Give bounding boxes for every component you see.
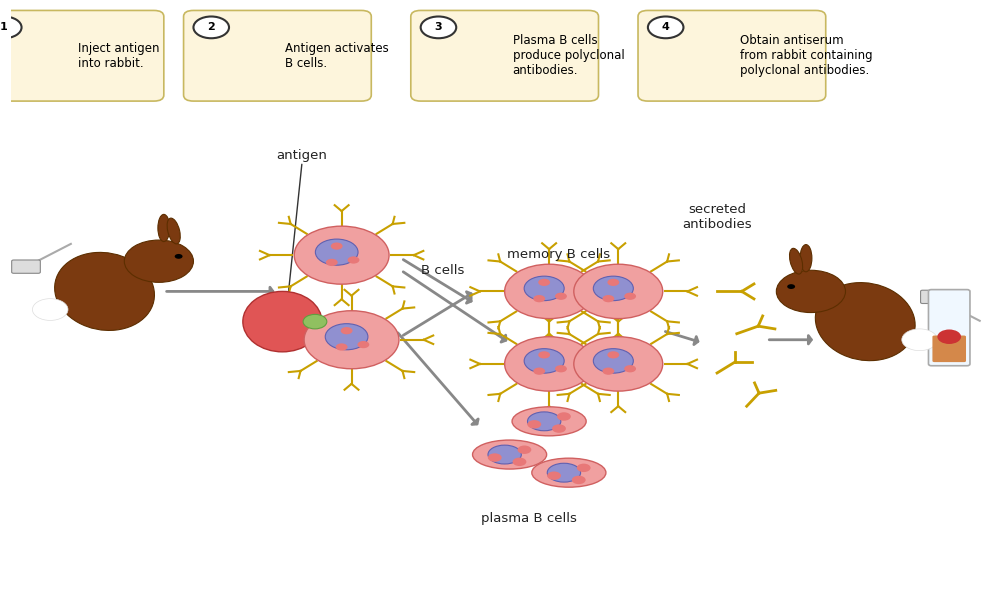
Text: B cells: B cells — [421, 264, 464, 277]
Circle shape — [524, 276, 564, 300]
Ellipse shape — [800, 245, 812, 272]
Circle shape — [555, 365, 567, 372]
Circle shape — [602, 295, 614, 302]
Ellipse shape — [527, 412, 561, 431]
Circle shape — [533, 295, 545, 302]
Text: secreted
antibodies: secreted antibodies — [682, 203, 752, 231]
Circle shape — [552, 424, 566, 433]
Circle shape — [937, 330, 961, 344]
Circle shape — [547, 472, 561, 480]
Circle shape — [574, 264, 663, 319]
Circle shape — [607, 351, 619, 359]
Ellipse shape — [473, 440, 547, 469]
Text: plasma B cells: plasma B cells — [481, 512, 577, 525]
Ellipse shape — [158, 214, 170, 242]
Circle shape — [505, 337, 594, 391]
Text: 2: 2 — [207, 22, 215, 32]
Circle shape — [577, 464, 591, 472]
Circle shape — [304, 311, 399, 369]
Circle shape — [357, 341, 369, 348]
Text: 1: 1 — [0, 22, 8, 32]
FancyBboxPatch shape — [928, 290, 970, 366]
Circle shape — [341, 327, 353, 334]
Circle shape — [0, 16, 22, 38]
Circle shape — [572, 476, 586, 484]
Circle shape — [517, 446, 531, 454]
Circle shape — [294, 226, 389, 284]
Circle shape — [524, 348, 564, 373]
Circle shape — [593, 276, 633, 300]
Circle shape — [776, 270, 845, 313]
Circle shape — [513, 458, 526, 466]
Circle shape — [348, 256, 359, 263]
Circle shape — [326, 259, 338, 266]
FancyBboxPatch shape — [921, 290, 949, 304]
Circle shape — [488, 453, 502, 462]
Ellipse shape — [55, 253, 154, 330]
Circle shape — [902, 329, 937, 351]
Text: 4: 4 — [662, 22, 670, 32]
Circle shape — [602, 368, 614, 375]
FancyBboxPatch shape — [12, 260, 40, 273]
FancyBboxPatch shape — [932, 336, 966, 362]
Circle shape — [538, 279, 550, 286]
Circle shape — [325, 324, 368, 350]
Ellipse shape — [547, 463, 581, 482]
Circle shape — [32, 299, 68, 320]
Text: Obtain antiserum
from rabbit containing
polyclonal antibodies.: Obtain antiserum from rabbit containing … — [740, 34, 872, 77]
Circle shape — [624, 365, 636, 372]
Circle shape — [303, 314, 327, 329]
Circle shape — [175, 254, 183, 259]
Circle shape — [533, 368, 545, 375]
Ellipse shape — [790, 248, 803, 274]
Circle shape — [505, 264, 594, 319]
FancyBboxPatch shape — [411, 10, 599, 101]
Ellipse shape — [167, 218, 180, 244]
Text: Antigen activates
B cells.: Antigen activates B cells. — [285, 42, 389, 70]
Circle shape — [787, 284, 795, 289]
Circle shape — [607, 279, 619, 286]
Circle shape — [421, 16, 456, 38]
Circle shape — [336, 344, 348, 351]
Ellipse shape — [243, 291, 322, 352]
Circle shape — [315, 239, 358, 265]
Circle shape — [527, 420, 541, 429]
Text: 3: 3 — [435, 22, 442, 32]
FancyBboxPatch shape — [184, 10, 371, 101]
Ellipse shape — [512, 407, 586, 436]
Circle shape — [574, 337, 663, 391]
Circle shape — [555, 293, 567, 300]
Text: Inject antigen
into rabbit.: Inject antigen into rabbit. — [78, 42, 159, 70]
Circle shape — [124, 240, 193, 282]
Ellipse shape — [532, 458, 606, 487]
Circle shape — [593, 348, 633, 373]
Text: antigen: antigen — [277, 149, 328, 163]
FancyBboxPatch shape — [638, 10, 826, 101]
FancyBboxPatch shape — [0, 10, 164, 101]
Circle shape — [557, 412, 571, 421]
Circle shape — [331, 242, 343, 249]
Circle shape — [624, 293, 636, 300]
Ellipse shape — [488, 445, 521, 464]
Circle shape — [193, 16, 229, 38]
Text: Plasma B cells
produce polyclonal
antibodies.: Plasma B cells produce polyclonal antibo… — [513, 34, 624, 77]
Circle shape — [538, 351, 550, 359]
Text: memory B cells: memory B cells — [507, 248, 611, 261]
Circle shape — [648, 16, 683, 38]
Ellipse shape — [815, 283, 915, 361]
